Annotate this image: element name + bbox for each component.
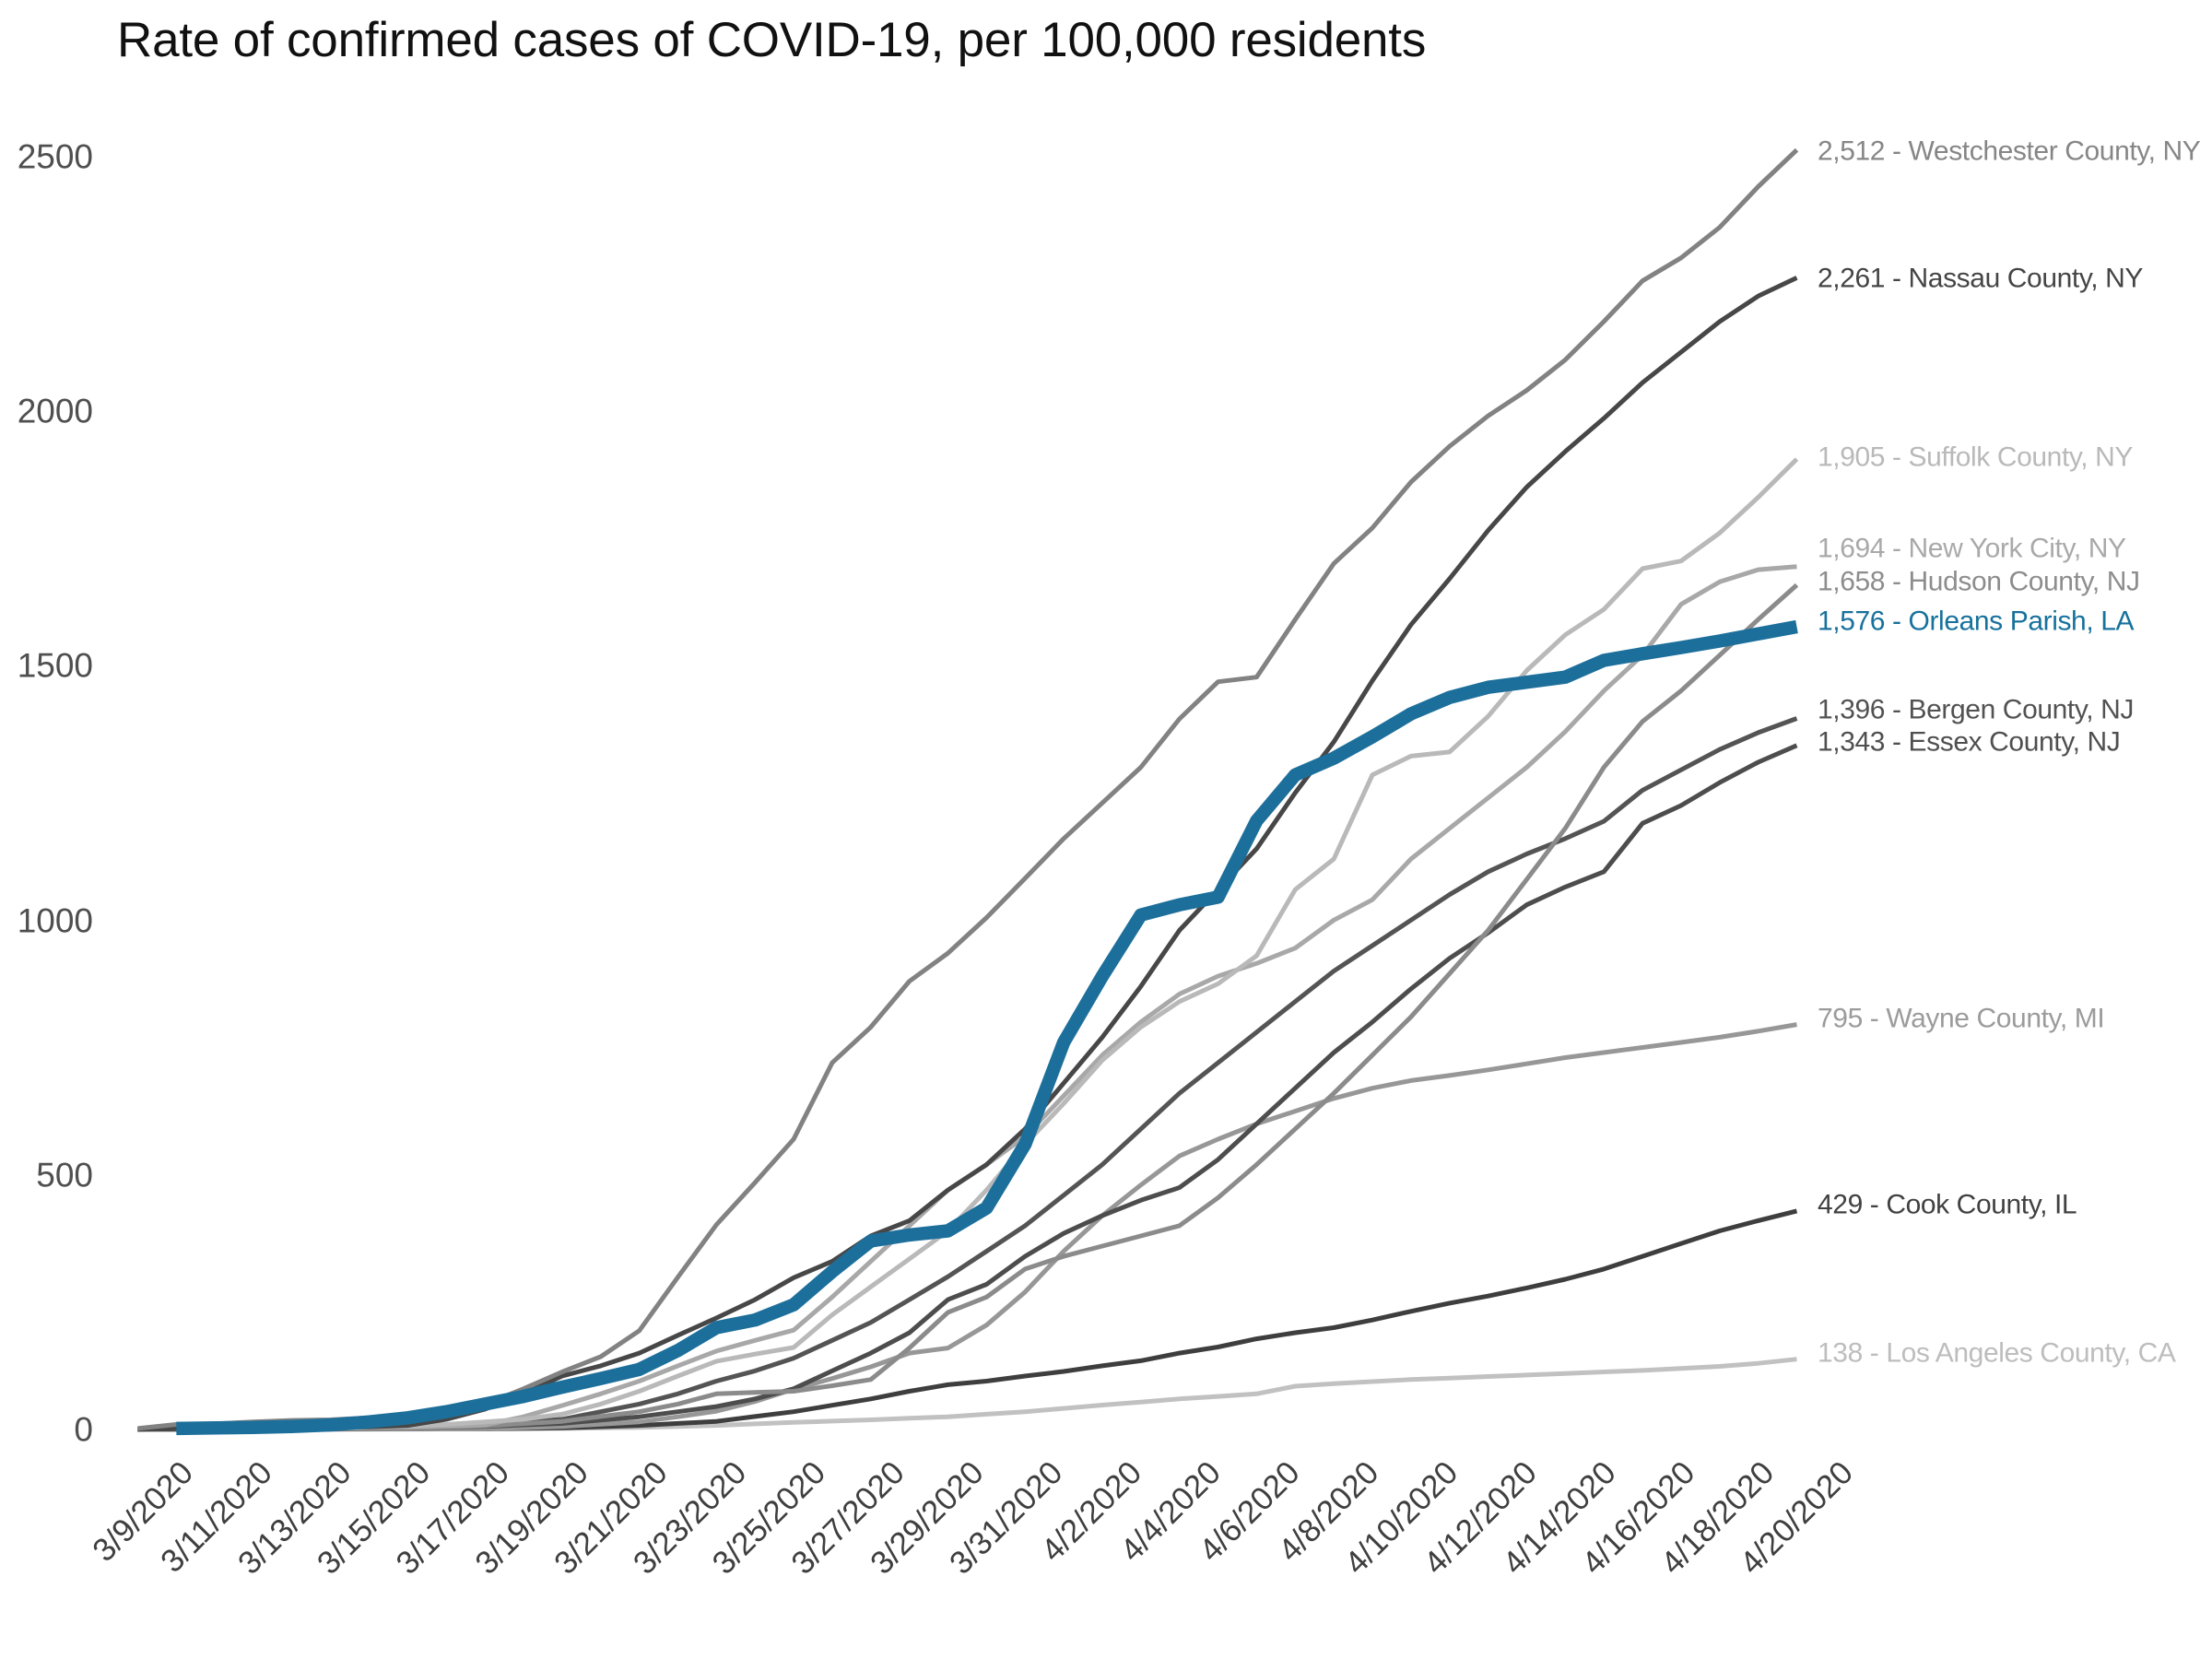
svg-text:500: 500 bbox=[36, 1157, 93, 1194]
svg-text:1,658 - Hudson County, NJ: 1,658 - Hudson County, NJ bbox=[1818, 567, 2140, 597]
svg-text:429 - Cook County, IL: 429 - Cook County, IL bbox=[1818, 1190, 2077, 1220]
svg-text:2000: 2000 bbox=[18, 393, 93, 430]
svg-text:1500: 1500 bbox=[18, 647, 93, 685]
svg-text:2500: 2500 bbox=[18, 138, 93, 176]
svg-text:1,343 - Essex County, NJ: 1,343 - Essex County, NJ bbox=[1818, 727, 2120, 758]
svg-text:Rate of confirmed cases of COV: Rate of confirmed cases of COVID-19, per… bbox=[117, 13, 1426, 67]
svg-text:795 - Wayne County, MI: 795 - Wayne County, MI bbox=[1818, 1004, 2104, 1034]
svg-text:2,261 - Nassau County, NY: 2,261 - Nassau County, NY bbox=[1818, 264, 2143, 294]
svg-text:1,576 - Orleans Parish, LA: 1,576 - Orleans Parish, LA bbox=[1818, 606, 2135, 637]
svg-text:138 - Los Angeles County, CA: 138 - Los Angeles County, CA bbox=[1818, 1338, 2176, 1369]
svg-text:1,694 - New York City, NY: 1,694 - New York City, NY bbox=[1818, 534, 2126, 564]
svg-text:2,512 - Westchester County, NY: 2,512 - Westchester County, NY bbox=[1818, 136, 2201, 167]
svg-text:0: 0 bbox=[74, 1411, 93, 1449]
svg-text:1000: 1000 bbox=[18, 902, 93, 940]
svg-text:1,905 - Suffolk County, NY: 1,905 - Suffolk County, NY bbox=[1818, 442, 2133, 473]
svg-text:1,396 - Bergen County, NJ: 1,396 - Bergen County, NJ bbox=[1818, 695, 2134, 725]
